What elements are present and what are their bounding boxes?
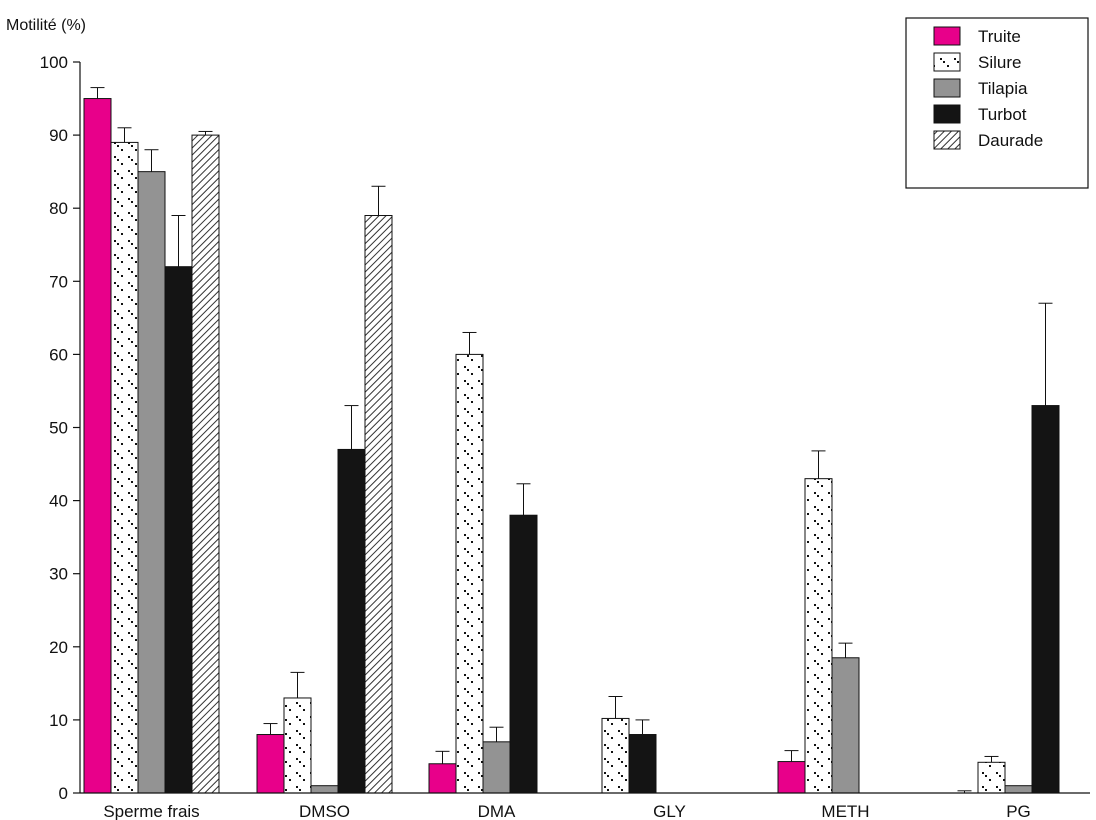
legend-swatch-silure: [933, 52, 961, 72]
bar-turbot-2: [509, 514, 538, 794]
x-tick-label: GLY: [653, 802, 686, 820]
legend-swatch-truite: [933, 26, 961, 46]
bar-tilapia-5: [1004, 785, 1033, 794]
y-tick-label: 30: [49, 565, 68, 584]
y-tick-label: 0: [59, 784, 68, 803]
x-tick-label: DMA: [478, 802, 516, 820]
x-tick-label: DMSO: [299, 802, 350, 820]
y-tick-label: 50: [49, 419, 68, 438]
legend-label: Silure: [978, 53, 1021, 72]
legend-label: Daurade: [978, 131, 1043, 150]
bar-tilapia-2: [482, 741, 511, 794]
legend-label: Truite: [978, 27, 1021, 46]
bar-silure-0: [110, 141, 139, 794]
y-tick-label: 40: [49, 492, 68, 511]
bar-silure-3: [601, 717, 630, 794]
x-tick-label: PG: [1006, 802, 1031, 820]
bar-truite-2: [428, 763, 457, 794]
bar-turbot-1: [337, 448, 366, 794]
bar-turbot-5: [1031, 405, 1060, 794]
bar-silure-1: [283, 697, 312, 794]
y-tick-label: 100: [40, 53, 68, 72]
bar-truite-0: [83, 98, 112, 794]
y-tick-label: 90: [49, 126, 68, 145]
bars: [83, 87, 1060, 794]
x-tick-label: METH: [821, 802, 869, 820]
y-tick-label: 10: [49, 711, 68, 730]
bar-silure-4: [804, 478, 833, 794]
legend-label: Tilapia: [978, 79, 1028, 98]
y-tick-label: 60: [49, 345, 68, 364]
bar-truite-1: [256, 734, 285, 794]
y-axis: 0 10 20 30 40 50 60 70 80 90 100: [40, 53, 81, 803]
x-tick-label: Sperme frais: [103, 802, 199, 820]
bar-silure-2: [455, 353, 484, 794]
legend-box: [905, 17, 1089, 189]
y-tick-label: 70: [49, 272, 68, 291]
legend-swatch-turbot: [933, 104, 961, 124]
legend-label: Turbot: [978, 105, 1027, 124]
legend-swatch-tilapia: [933, 78, 961, 98]
bar-tilapia-0: [137, 171, 166, 794]
x-axis: Sperme frais DMSO DMA GLY METH PG: [80, 792, 1090, 820]
y-tick-label: 20: [49, 638, 68, 657]
y-axis-label: Motilité (%): [6, 17, 86, 34]
bar-silure-5: [977, 761, 1006, 794]
bar-tilapia-4: [831, 657, 860, 794]
y-tick-label: 80: [49, 199, 68, 218]
legend: Truite Silure Tilapia Turbot Daurade: [905, 17, 1089, 189]
bar-tilapia-1: [310, 785, 339, 794]
bar-turbot-3: [628, 734, 657, 794]
bar-truite-4: [777, 761, 806, 794]
bar-turbot-0: [164, 266, 193, 794]
bar-daurade-1: [364, 215, 393, 794]
bar-daurade-0: [191, 134, 220, 794]
legend-swatch-daurade: [933, 130, 961, 150]
